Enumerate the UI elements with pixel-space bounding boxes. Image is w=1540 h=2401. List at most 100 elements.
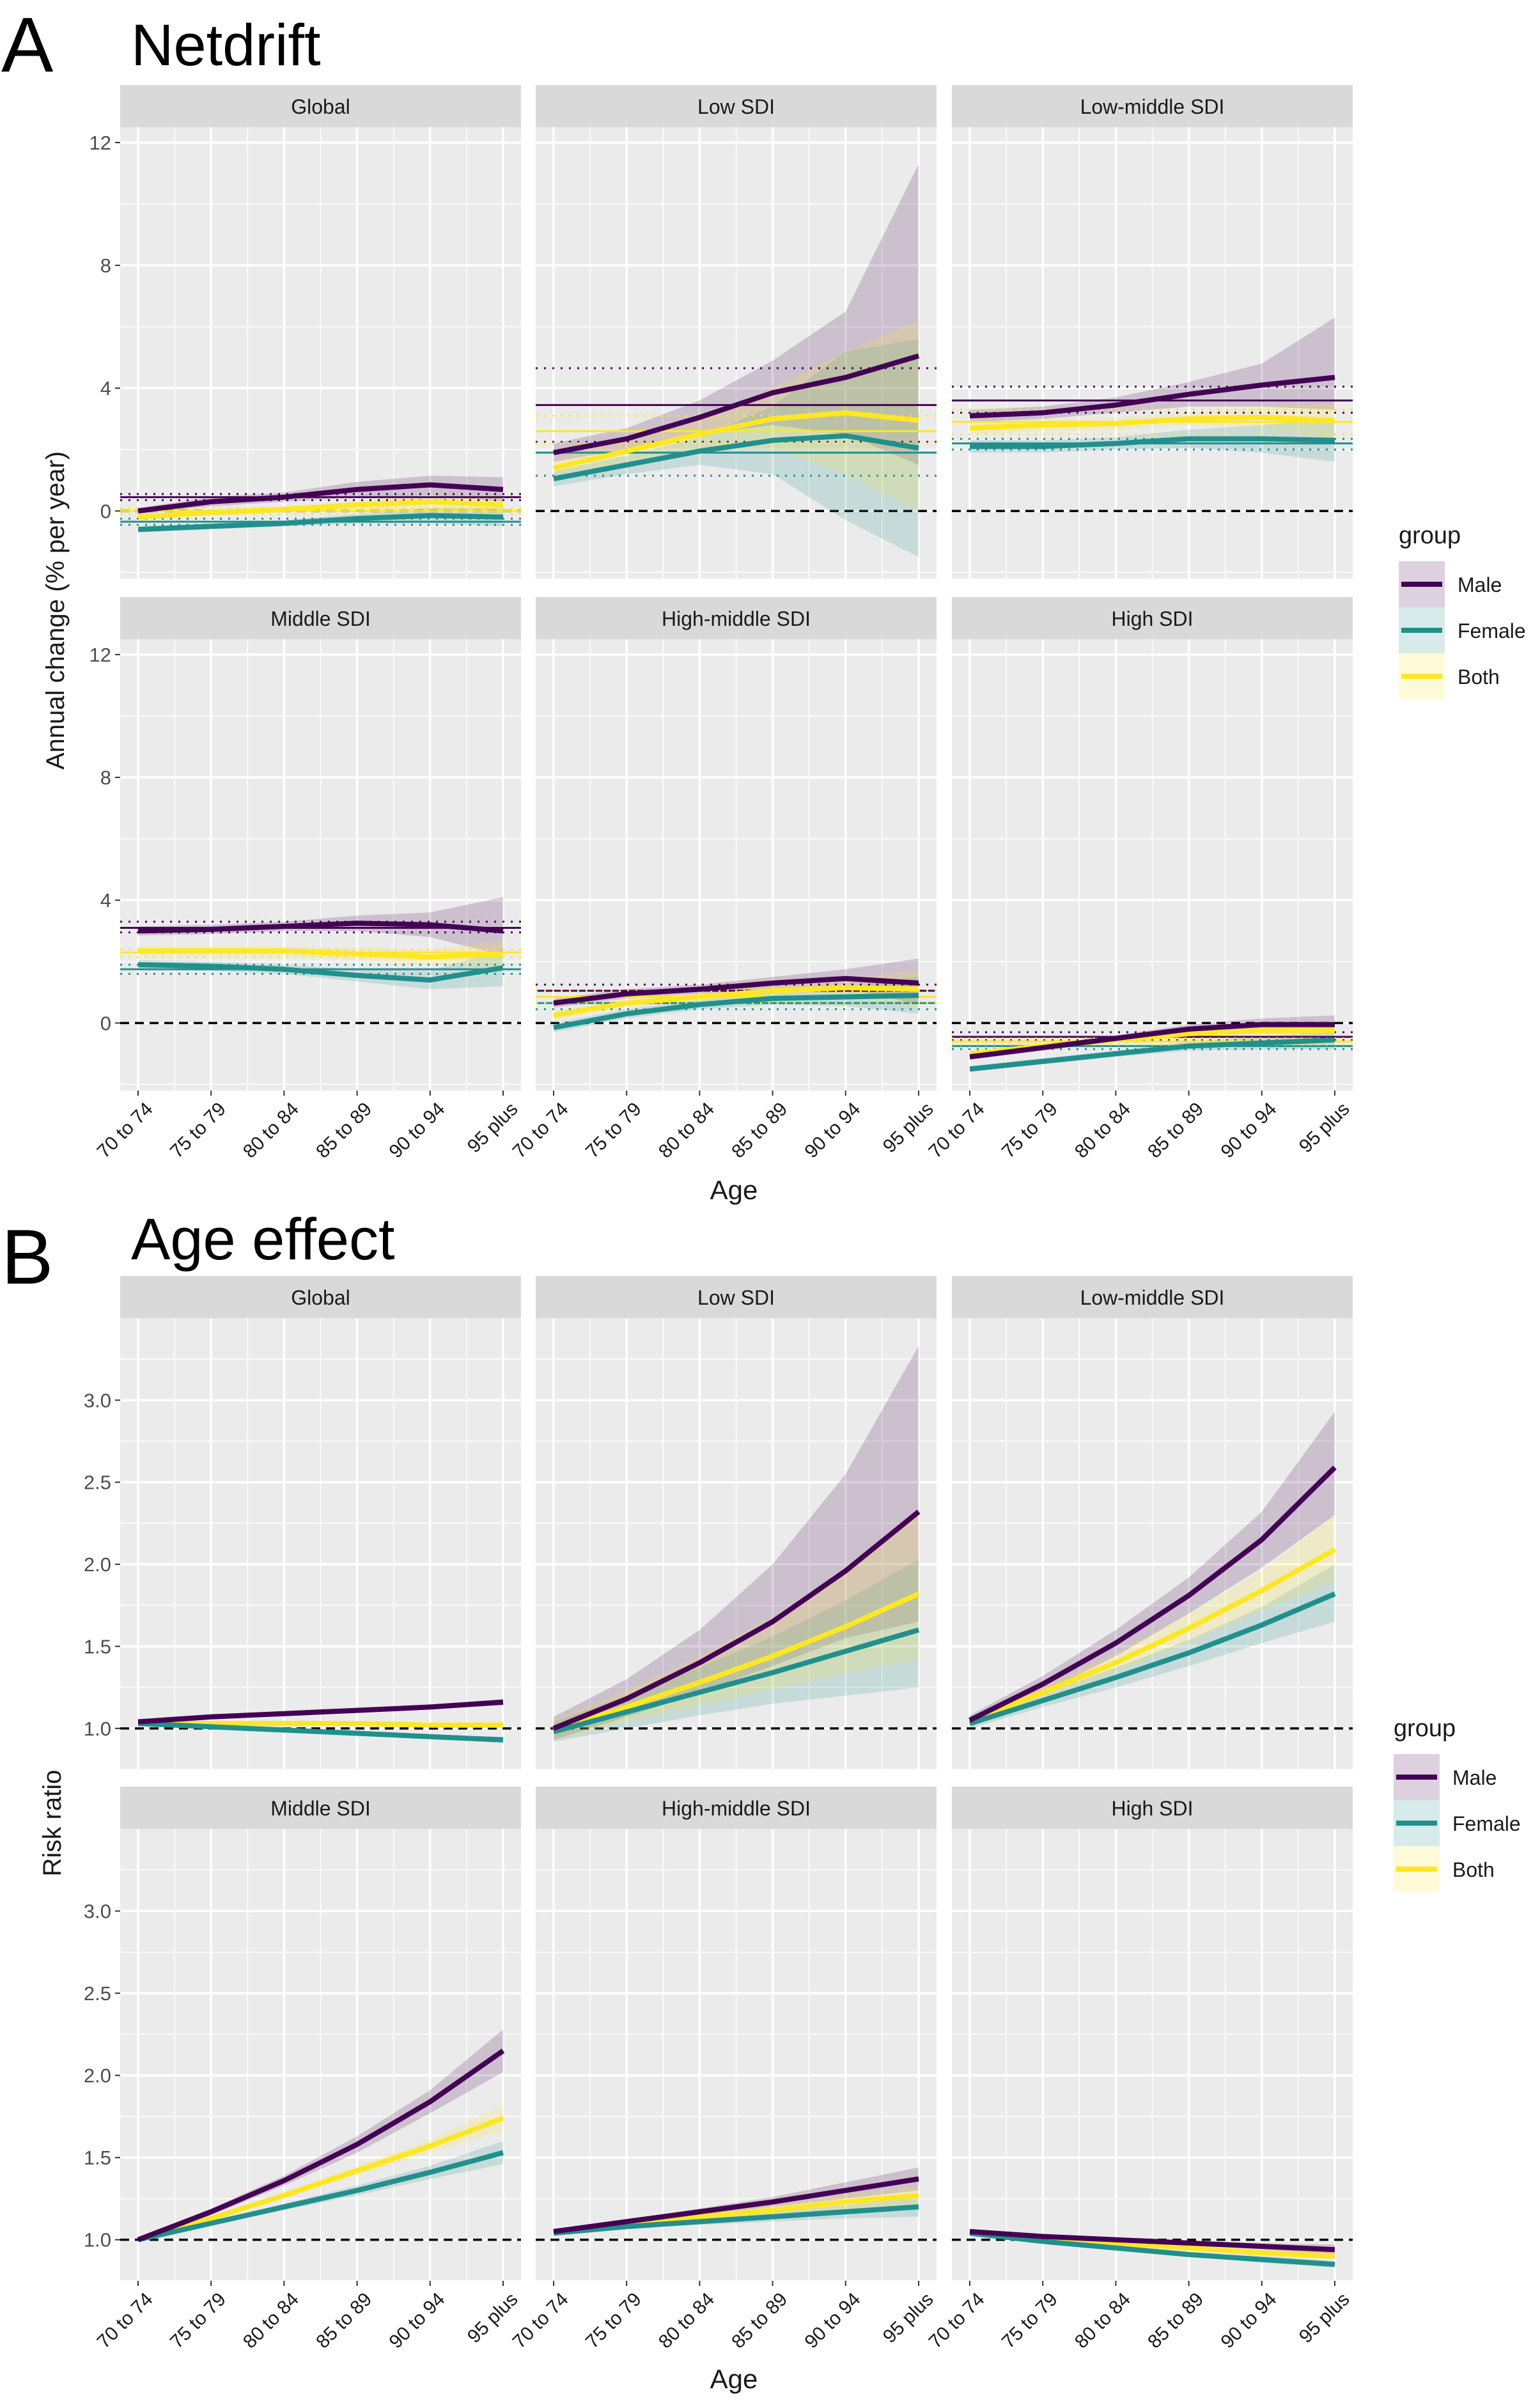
facet-strip [120,597,521,639]
legend-item-both: Both [1394,1846,1495,1892]
facet-title: Middle SDI [270,1797,371,1820]
facet-title: Middle SDI [270,607,371,630]
legend-label: Both [1458,665,1500,688]
legend-label: Male [1458,573,1502,596]
series-line-female [552,1627,920,1734]
ci-ribbon-both [554,1510,919,1740]
facet-title: High-middle SDI [662,1797,811,1820]
series-line-male [553,353,920,456]
series-line-female [137,513,504,532]
series-line-both [138,1721,503,1728]
legend-label: Both [1452,1858,1495,1881]
series-line-male [552,1509,921,1731]
y-tick-label: 1.5 [84,2147,111,2169]
series-line-female [553,2204,919,2236]
series-line-male [553,2176,919,2234]
legend-label: Male [1452,1766,1497,1789]
series-line-male [968,1465,1337,1723]
y-tick-label: 2.0 [84,1553,111,1576]
ci-ribbon-male [554,1346,919,1740]
series-line-female [969,1037,1335,1072]
ci-ribbon-female [554,1559,919,1742]
legend-label: Female [1452,1812,1521,1835]
y-tick-label: 4 [100,377,111,400]
legend-b: group Male Female Both [1394,1715,1521,1892]
facet-title: Low-middle SDI [1080,95,1225,118]
series-line-female [137,1721,504,1743]
y-axis-label-b: Risk ratio [38,1770,66,1877]
y-tick-label: 2.5 [84,1982,111,2005]
facet-strip [536,85,937,127]
ci-ribbon-male [554,958,919,1008]
x-axis-label-b: Age [710,2364,758,2394]
y-tick-label: 8 [100,766,111,789]
series-line-female [137,2150,504,2242]
facet-title: High SDI [1111,607,1193,630]
facet-title: Low SDI [697,95,775,118]
y-tick-label: 1.0 [84,2229,111,2251]
facet-low-sdi: Low SDI [536,85,937,579]
facet-global: Global 1.0 1.5 2.0 2.5 3.0 [84,1276,521,1770]
legend-title: group [1399,522,1461,549]
y-tick-label: 2.0 [84,2065,111,2087]
series-line-male [969,1022,1335,1060]
facet-low-sdi: Low SDI [536,1276,937,1770]
facet-strip [120,85,521,127]
facet-global: Global 0 4 8 12 [89,85,521,579]
panel-letter-b: B [1,1213,53,1300]
legend-label: Female [1458,619,1526,642]
series-line-both [968,1547,1336,1725]
facet-title: Global [291,1286,350,1309]
series-line-both [137,499,504,520]
y-tick-label: 2.5 [84,1472,111,1494]
facet-strip [536,1787,937,1829]
legend-item-male: Male [1399,561,1502,607]
ci-ribbon-male [970,317,1335,423]
chart-title-age-effect: Age effect [131,1207,395,1272]
series-line-female [553,433,919,481]
chart-title-netdrift: Netdrift [131,13,321,78]
series-line-female [968,1591,1336,1726]
y-tick-label: 1.0 [84,1718,111,1740]
facet-title: High-middle SDI [662,607,811,630]
y-tick-label: 8 [100,254,111,277]
y-axis-label-a: Annual change (% per year) [42,451,70,770]
series-line-both [553,985,919,1018]
facet-title: High SDI [1111,1797,1193,1820]
series-line-female [137,962,504,983]
y-tick-label: 0 [100,500,111,522]
series-line-male [137,1699,504,1725]
y-tick-label: 12 [89,132,111,154]
legend-item-male: Male [1394,1754,1497,1800]
facet-strip [952,1276,1353,1318]
facet-low-middle-sdi: Low-middle SDI [952,1276,1353,1770]
series-line-male [969,2228,1335,2253]
series-line-both [969,414,1335,431]
series-line-male [553,975,919,1006]
legend-item-female: Female [1394,1800,1521,1846]
facet-grid-b: Global 1.0 1.5 2.0 2.5 3.0 Low SDI Low-middle S… [84,1276,1354,2352]
legend-title: group [1394,1715,1456,1742]
legend-item-both: Both [1399,653,1500,699]
series-line-both [137,2115,504,2242]
series-line-male [137,921,504,934]
y-tick-label: 4 [100,889,111,912]
series-line-female [553,993,919,1030]
panel-letter-a: A [1,1,54,88]
series-line-both [138,948,504,960]
facet-strip [536,597,937,639]
facet-grid-a: Global 0 4 8 12 Low SDI Low-middle SDI Middle S… [89,85,1354,1162]
facet-strip [952,1787,1353,1829]
facet-strip [952,597,1353,639]
facet-strip [120,1787,521,1829]
facet-title: Low-middle SDI [1080,1286,1225,1309]
y-tick-label: 0 [100,1012,111,1034]
series-line-male [137,2048,505,2242]
